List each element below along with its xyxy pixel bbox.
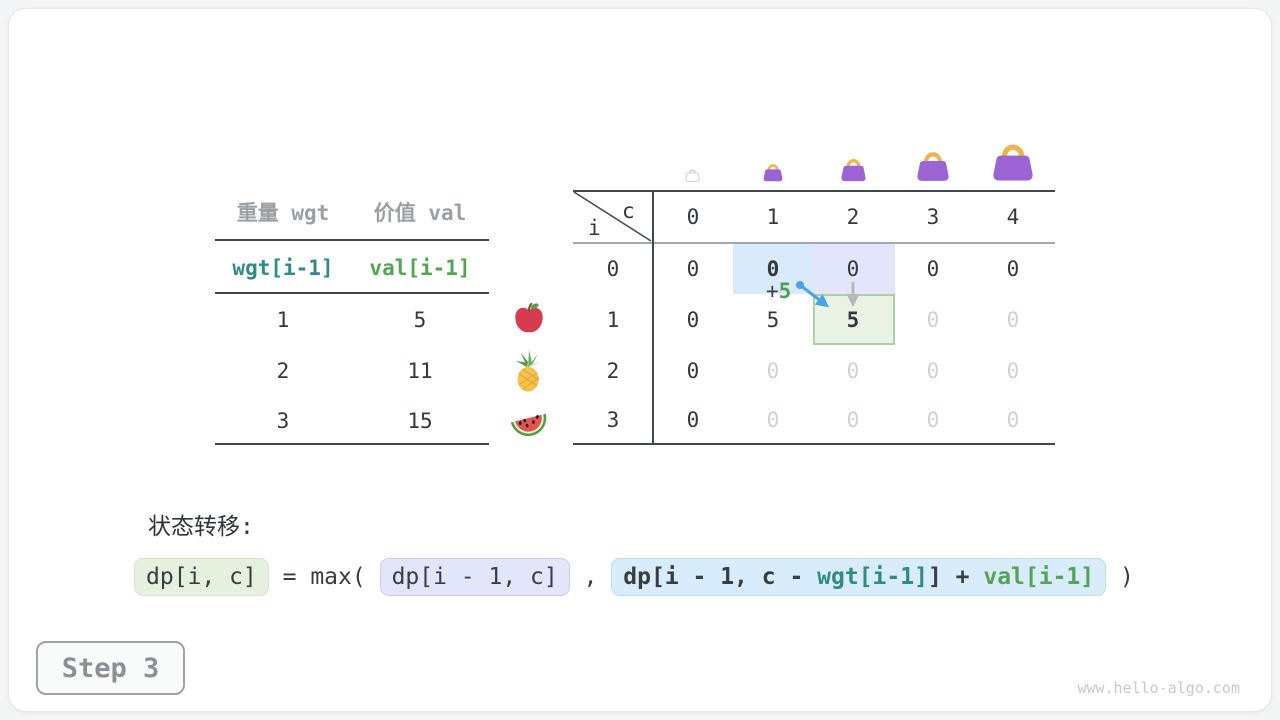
bag-empty-icon bbox=[684, 167, 701, 186]
watermelon-icon bbox=[508, 402, 550, 444]
weights-row-1-val: 11 bbox=[407, 359, 433, 383]
dp-cell-3-2: 0 bbox=[846, 408, 860, 432]
state-transition-label: 状态转移: bbox=[148, 514, 254, 540]
weights-row-0-wgt: 1 bbox=[276, 308, 290, 332]
pineapple-icon bbox=[509, 349, 549, 397]
dp-cell-3-4: 0 bbox=[1006, 408, 1020, 432]
weights-col-header-val: 价值 val bbox=[373, 201, 467, 225]
formula-take-val: val[i-1] bbox=[983, 564, 1095, 590]
handbag-xlarge-icon bbox=[988, 138, 1038, 186]
dp-col-header-3: 3 bbox=[926, 205, 940, 229]
formula-take-wgt: wgt[i-1] bbox=[817, 564, 928, 590]
formula-skip-term: dp[i - 1, c] bbox=[379, 558, 570, 596]
formula-equals-max: = max( bbox=[268, 564, 380, 590]
dp-cell-3-1: 0 bbox=[766, 408, 780, 432]
dp-cell-0-3: 0 bbox=[926, 257, 940, 281]
handbag-small-icon bbox=[761, 161, 785, 186]
annotation-value: 5 bbox=[778, 279, 792, 303]
weights-var-val: val[i-1] bbox=[369, 256, 471, 280]
formula-take-term: dp[i - 1, c - wgt[i-1]] + val[i-1] bbox=[611, 558, 1107, 596]
dp-col-header-0: 0 bbox=[686, 205, 700, 229]
dp-cell-0-4: 0 bbox=[1006, 257, 1020, 281]
weights-row-0-val: 5 bbox=[413, 308, 427, 332]
watermark: www.hello-algo.com bbox=[1077, 679, 1240, 697]
formula-take-close-bracket: ] bbox=[927, 564, 942, 590]
dp-cell-3-0: 0 bbox=[686, 408, 700, 432]
dp-cell-2-0: 0 bbox=[686, 359, 700, 383]
formula-target-term: dp[i, c] bbox=[134, 558, 269, 596]
dp-table-bottom-border bbox=[573, 443, 1055, 445]
weights-row-1-wgt: 2 bbox=[276, 359, 290, 383]
dp-cell-2-3: 0 bbox=[926, 359, 940, 383]
dp-row-header-1: 1 bbox=[606, 308, 620, 332]
dp-corner-row-var: i bbox=[588, 216, 601, 240]
dp-cell-1-2: 5 bbox=[846, 308, 860, 332]
transition-annotation: +5 bbox=[766, 281, 791, 302]
weights-table-divider-mid bbox=[215, 292, 489, 294]
formula-take-plus: + bbox=[941, 564, 984, 590]
dp-cell-2-2: 0 bbox=[846, 359, 860, 383]
formula-comma: , bbox=[569, 564, 612, 590]
weights-col-header-wgt: 重量 wgt bbox=[236, 201, 330, 225]
weights-var-wgt: wgt[i-1] bbox=[232, 256, 334, 280]
dp-col-header-1: 1 bbox=[766, 205, 780, 229]
dp-col-header-2: 2 bbox=[846, 205, 860, 229]
dp-corner-col-var: c bbox=[622, 199, 635, 223]
state-transition-formula: dp[i, c] = max( dp[i - 1, c] , dp[i - 1,… bbox=[134, 558, 1134, 596]
dp-table-vertical-divider bbox=[652, 190, 654, 445]
dp-cell-2-1: 0 bbox=[766, 359, 780, 383]
dp-cell-1-0: 0 bbox=[686, 308, 700, 332]
dp-cell-1-1: 5 bbox=[766, 308, 780, 332]
dp-row-header-0: 0 bbox=[606, 257, 620, 281]
formula-close-paren: ) bbox=[1106, 564, 1134, 590]
handbag-medium-icon bbox=[838, 155, 869, 186]
weights-table-divider-top bbox=[215, 239, 489, 241]
weights-row-2-wgt: 3 bbox=[276, 409, 290, 433]
annotation-plus: + bbox=[766, 279, 779, 303]
dp-cell-1-3: 0 bbox=[926, 308, 940, 332]
weights-row-2-val: 15 bbox=[407, 409, 433, 433]
formula-take-prefix: dp[i - 1, c - bbox=[623, 564, 818, 590]
handbag-large-icon bbox=[913, 147, 953, 186]
dp-cell-3-3: 0 bbox=[926, 408, 940, 432]
dp-cell-0-2: 0 bbox=[846, 257, 860, 281]
dp-row-header-3: 3 bbox=[606, 408, 620, 432]
apple-icon bbox=[512, 301, 546, 339]
dp-cell-0-1: 0 bbox=[766, 257, 780, 281]
dp-cell-1-4: 0 bbox=[1006, 308, 1020, 332]
dp-cell-0-0: 0 bbox=[686, 257, 700, 281]
dp-table-header-divider bbox=[573, 242, 1055, 244]
weights-table-divider-bottom bbox=[215, 443, 489, 445]
dp-col-header-4: 4 bbox=[1006, 205, 1020, 229]
step-badge: Step 3 bbox=[36, 641, 185, 695]
dp-table-top-border bbox=[573, 190, 1055, 192]
dp-row-header-2: 2 bbox=[606, 359, 620, 383]
dp-cell-2-4: 0 bbox=[1006, 359, 1020, 383]
